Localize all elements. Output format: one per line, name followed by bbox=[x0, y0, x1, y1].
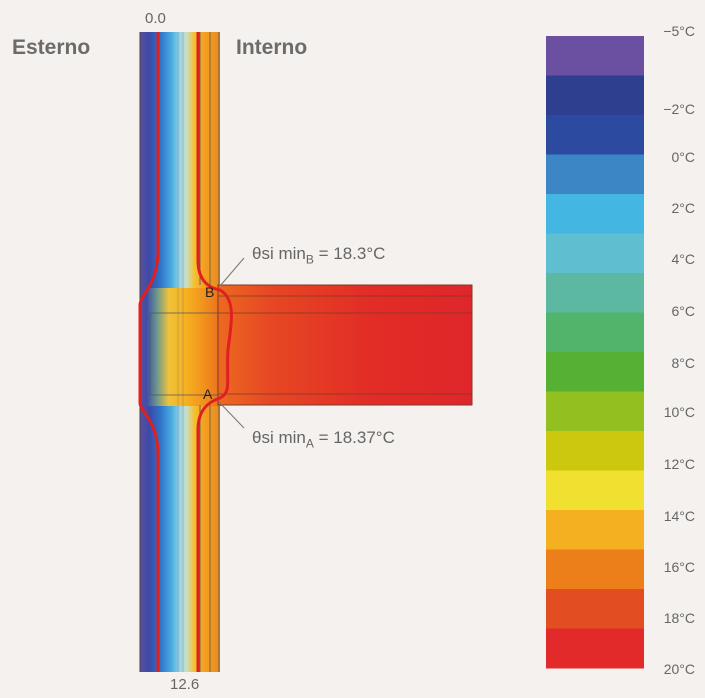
color-band bbox=[546, 36, 644, 76]
annotation-a-subscript: A bbox=[305, 436, 314, 451]
scale-tick-label: 18°C bbox=[663, 610, 695, 626]
color-band bbox=[546, 312, 644, 353]
color-band bbox=[546, 510, 644, 550]
slab-outline bbox=[217, 284, 473, 406]
color-band bbox=[546, 273, 644, 313]
color-scale-bands bbox=[546, 36, 644, 669]
floor-slab bbox=[218, 285, 472, 405]
annotation-a-prefix: θsi min bbox=[252, 428, 306, 447]
isotherm-inner bbox=[196, 32, 233, 672]
scale-tick-label: 4°C bbox=[671, 251, 696, 267]
leader-line-b bbox=[219, 257, 245, 287]
annotation-b-subscript: B bbox=[305, 252, 314, 267]
color-band bbox=[546, 154, 644, 195]
color-band bbox=[546, 233, 644, 274]
scale-tick-label: 16°C bbox=[663, 559, 695, 575]
scale-tick-label: 10°C bbox=[663, 404, 695, 420]
leader-line-a bbox=[218, 401, 245, 429]
scale-tick-label: 2°C bbox=[671, 200, 696, 216]
scale-tick-label: 12°C bbox=[663, 456, 695, 472]
color-band bbox=[546, 549, 644, 590]
scale-tick-label: 8°C bbox=[671, 355, 696, 371]
color-band bbox=[546, 75, 644, 116]
junction-zone bbox=[146, 288, 222, 406]
color-band bbox=[546, 391, 644, 432]
color-band bbox=[546, 589, 644, 629]
color-band bbox=[546, 115, 644, 155]
scale-tick-label: 0°C bbox=[671, 149, 696, 165]
scale-tick-label: −5°C bbox=[663, 23, 695, 39]
isotherm-outer bbox=[138, 32, 160, 672]
color-band bbox=[546, 194, 644, 234]
scale-tick-label: 14°C bbox=[663, 508, 695, 524]
annotation-theta-a: θsi minA = 18.37°C bbox=[252, 428, 395, 450]
color-band bbox=[546, 431, 644, 471]
color-band bbox=[546, 352, 644, 392]
color-band bbox=[546, 628, 644, 669]
point-label-b: B bbox=[205, 284, 215, 300]
annotation-theta-b: θsi minB = 18.3°C bbox=[252, 244, 385, 266]
point-label-a: A bbox=[203, 386, 213, 402]
label-esterno: Esterno bbox=[12, 36, 91, 59]
scale-tick-label: −2°C bbox=[663, 101, 695, 117]
label-interno: Interno bbox=[236, 36, 308, 59]
annotation-b-prefix: θsi min bbox=[252, 244, 306, 263]
annotation-a-value: = 18.37°C bbox=[313, 428, 395, 447]
color-band bbox=[546, 470, 644, 511]
dimension-top: 0.0 bbox=[145, 10, 166, 27]
dimension-bottom: 12.6 bbox=[170, 676, 200, 693]
scale-tick-label: 20°C bbox=[663, 661, 695, 677]
scale-tick-label: 6°C bbox=[671, 303, 696, 319]
annotation-b-value: = 18.3°C bbox=[313, 244, 386, 263]
